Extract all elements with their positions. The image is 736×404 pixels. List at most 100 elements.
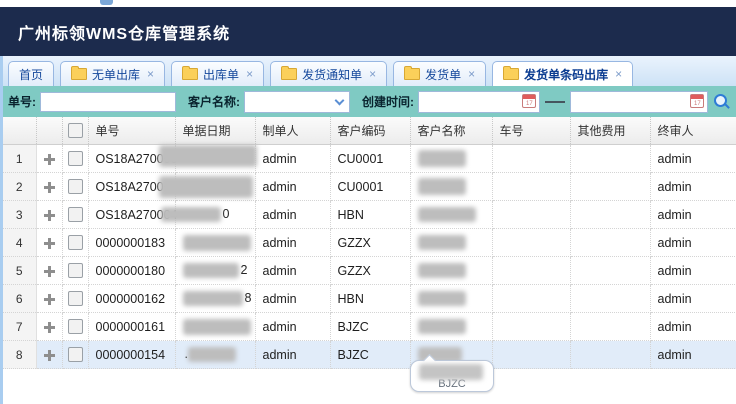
tab-home[interactable]: 首页 xyxy=(8,61,55,86)
col-car-no[interactable]: 车号 xyxy=(492,117,571,145)
cust-name-cell[interactable] xyxy=(410,172,493,201)
expand-cell[interactable] xyxy=(36,228,63,257)
doc-date-cell[interactable]: 8 xyxy=(175,284,256,313)
final-auditor-cell[interactable]: admin xyxy=(650,228,736,257)
search-icon[interactable] xyxy=(713,93,731,111)
cust-code-cell[interactable]: CU0001 xyxy=(330,172,411,201)
other-fee-cell[interactable] xyxy=(570,144,651,173)
cust-code-cell[interactable]: HBN xyxy=(330,200,411,229)
cust-name-cell[interactable] xyxy=(410,284,493,313)
other-fee-cell[interactable] xyxy=(570,256,651,285)
cust-code-cell[interactable]: HBN xyxy=(330,284,411,313)
order-no-cell[interactable]: 0000000183 xyxy=(88,228,176,257)
doc-date-cell[interactable] xyxy=(175,312,256,341)
car-no-cell[interactable] xyxy=(492,200,571,229)
close-icon[interactable]: × xyxy=(369,67,377,81)
expand-plus-icon[interactable] xyxy=(43,237,55,249)
cust-name-cell[interactable] xyxy=(410,256,493,285)
maker-cell[interactable]: admin xyxy=(255,256,331,285)
car-no-cell[interactable] xyxy=(492,256,571,285)
tab-outbound-order[interactable]: 出库单 × xyxy=(171,61,265,86)
maker-cell[interactable]: admin xyxy=(255,228,331,257)
created-time-to-input[interactable] xyxy=(570,90,708,113)
checkbox-cell[interactable] xyxy=(62,228,89,257)
cust-name-cell[interactable] xyxy=(410,228,493,257)
other-fee-cell[interactable] xyxy=(570,340,651,369)
close-icon[interactable]: × xyxy=(468,67,476,81)
other-fee-cell[interactable] xyxy=(570,200,651,229)
final-auditor-cell[interactable]: admin xyxy=(650,256,736,285)
doc-date-cell[interactable]: 0 xyxy=(160,200,256,229)
car-no-cell[interactable] xyxy=(492,340,571,369)
tab-no-doc-outbound[interactable]: 无单出库 × xyxy=(60,61,166,86)
expand-plus-icon[interactable] xyxy=(43,209,55,221)
row-checkbox[interactable] xyxy=(67,263,83,279)
maker-cell[interactable]: admin xyxy=(255,172,331,201)
checkbox-cell[interactable] xyxy=(62,144,89,173)
doc-date-cell[interactable] xyxy=(158,144,257,173)
row-checkbox[interactable] xyxy=(67,151,83,167)
other-fee-cell[interactable] xyxy=(570,284,651,313)
table-row[interactable]: 4 0000000183 admin GZZX admin xyxy=(3,228,736,257)
calendar-icon[interactable] xyxy=(522,93,536,108)
cust-code-cell[interactable]: GZZX xyxy=(330,256,411,285)
expand-plus-icon[interactable] xyxy=(43,265,55,277)
select-all-checkbox[interactable] xyxy=(67,123,83,139)
doc-date-cell[interactable] xyxy=(175,228,256,257)
car-no-cell[interactable] xyxy=(492,144,571,173)
checkbox-cell[interactable] xyxy=(62,312,89,341)
car-no-cell[interactable] xyxy=(492,312,571,341)
checkbox-cell[interactable] xyxy=(62,172,89,201)
expand-cell[interactable] xyxy=(36,256,63,285)
cust-code-cell[interactable]: BJZC xyxy=(330,340,411,369)
car-no-cell[interactable] xyxy=(492,228,571,257)
expand-cell[interactable] xyxy=(36,284,63,313)
expand-plus-icon[interactable] xyxy=(43,349,55,361)
cust-name-cell[interactable] xyxy=(410,312,493,341)
tab-shipping-barcode-outbound[interactable]: 发货单条码出库 × xyxy=(492,61,634,86)
checkbox-cell[interactable] xyxy=(62,284,89,313)
final-auditor-cell[interactable]: admin xyxy=(650,340,736,369)
car-no-cell[interactable] xyxy=(492,284,571,313)
order-no-cell[interactable]: 0000000162 xyxy=(88,284,176,313)
cust-name-cell[interactable] xyxy=(410,144,493,173)
order-no-input[interactable] xyxy=(40,91,176,112)
col-other-fee[interactable]: 其他费用 xyxy=(570,117,651,145)
doc-date-cell[interactable]: 2 xyxy=(175,256,256,285)
maker-cell[interactable]: admin xyxy=(255,340,331,369)
created-time-from-input[interactable] xyxy=(418,90,540,113)
final-auditor-cell[interactable]: admin xyxy=(650,172,736,201)
maker-cell[interactable]: admin xyxy=(255,312,331,341)
final-auditor-cell[interactable]: admin xyxy=(650,284,736,313)
row-checkbox[interactable] xyxy=(67,179,83,195)
final-auditor-cell[interactable]: admin xyxy=(650,200,736,229)
table-row[interactable]: 3 OS18A270004 0 admin HBN admin xyxy=(3,200,736,229)
car-no-cell[interactable] xyxy=(492,172,571,201)
order-no-cell[interactable]: 0000000180 xyxy=(88,256,176,285)
table-row[interactable]: 2 OS18A270005 admin CU0001 admin xyxy=(3,172,736,201)
tab-shipping-order[interactable]: 发货单 × xyxy=(393,61,487,86)
other-fee-cell[interactable] xyxy=(570,228,651,257)
table-row[interactable]: 1 OS18A270006 admin CU0001 admin xyxy=(3,144,736,173)
expand-plus-icon[interactable] xyxy=(43,181,55,193)
final-auditor-cell[interactable]: admin xyxy=(650,144,736,173)
expand-cell[interactable] xyxy=(36,312,63,341)
expand-cell[interactable] xyxy=(36,340,63,369)
checkbox-cell[interactable] xyxy=(62,200,89,229)
doc-date-cell[interactable] xyxy=(158,172,256,201)
order-no-cell[interactable]: 0000000161 xyxy=(88,312,176,341)
cust-name-cell[interactable] xyxy=(410,200,493,229)
table-row[interactable]: 7 0000000161 admin BJZC admin xyxy=(3,312,736,341)
checkbox-cell[interactable] xyxy=(62,340,89,369)
cust-code-cell[interactable]: CU0001 xyxy=(330,144,411,173)
expand-cell[interactable] xyxy=(36,200,63,229)
col-doc-date[interactable]: 单据日期 xyxy=(175,117,256,145)
checkbox-cell[interactable] xyxy=(62,256,89,285)
chevron-down-icon[interactable] xyxy=(334,95,345,105)
row-checkbox[interactable] xyxy=(67,235,83,251)
expand-plus-icon[interactable] xyxy=(43,321,55,333)
row-checkbox[interactable] xyxy=(67,291,83,307)
row-checkbox[interactable] xyxy=(67,207,83,223)
col-cust-code[interactable]: 客户编码 xyxy=(330,117,411,145)
expand-cell[interactable] xyxy=(36,144,63,173)
